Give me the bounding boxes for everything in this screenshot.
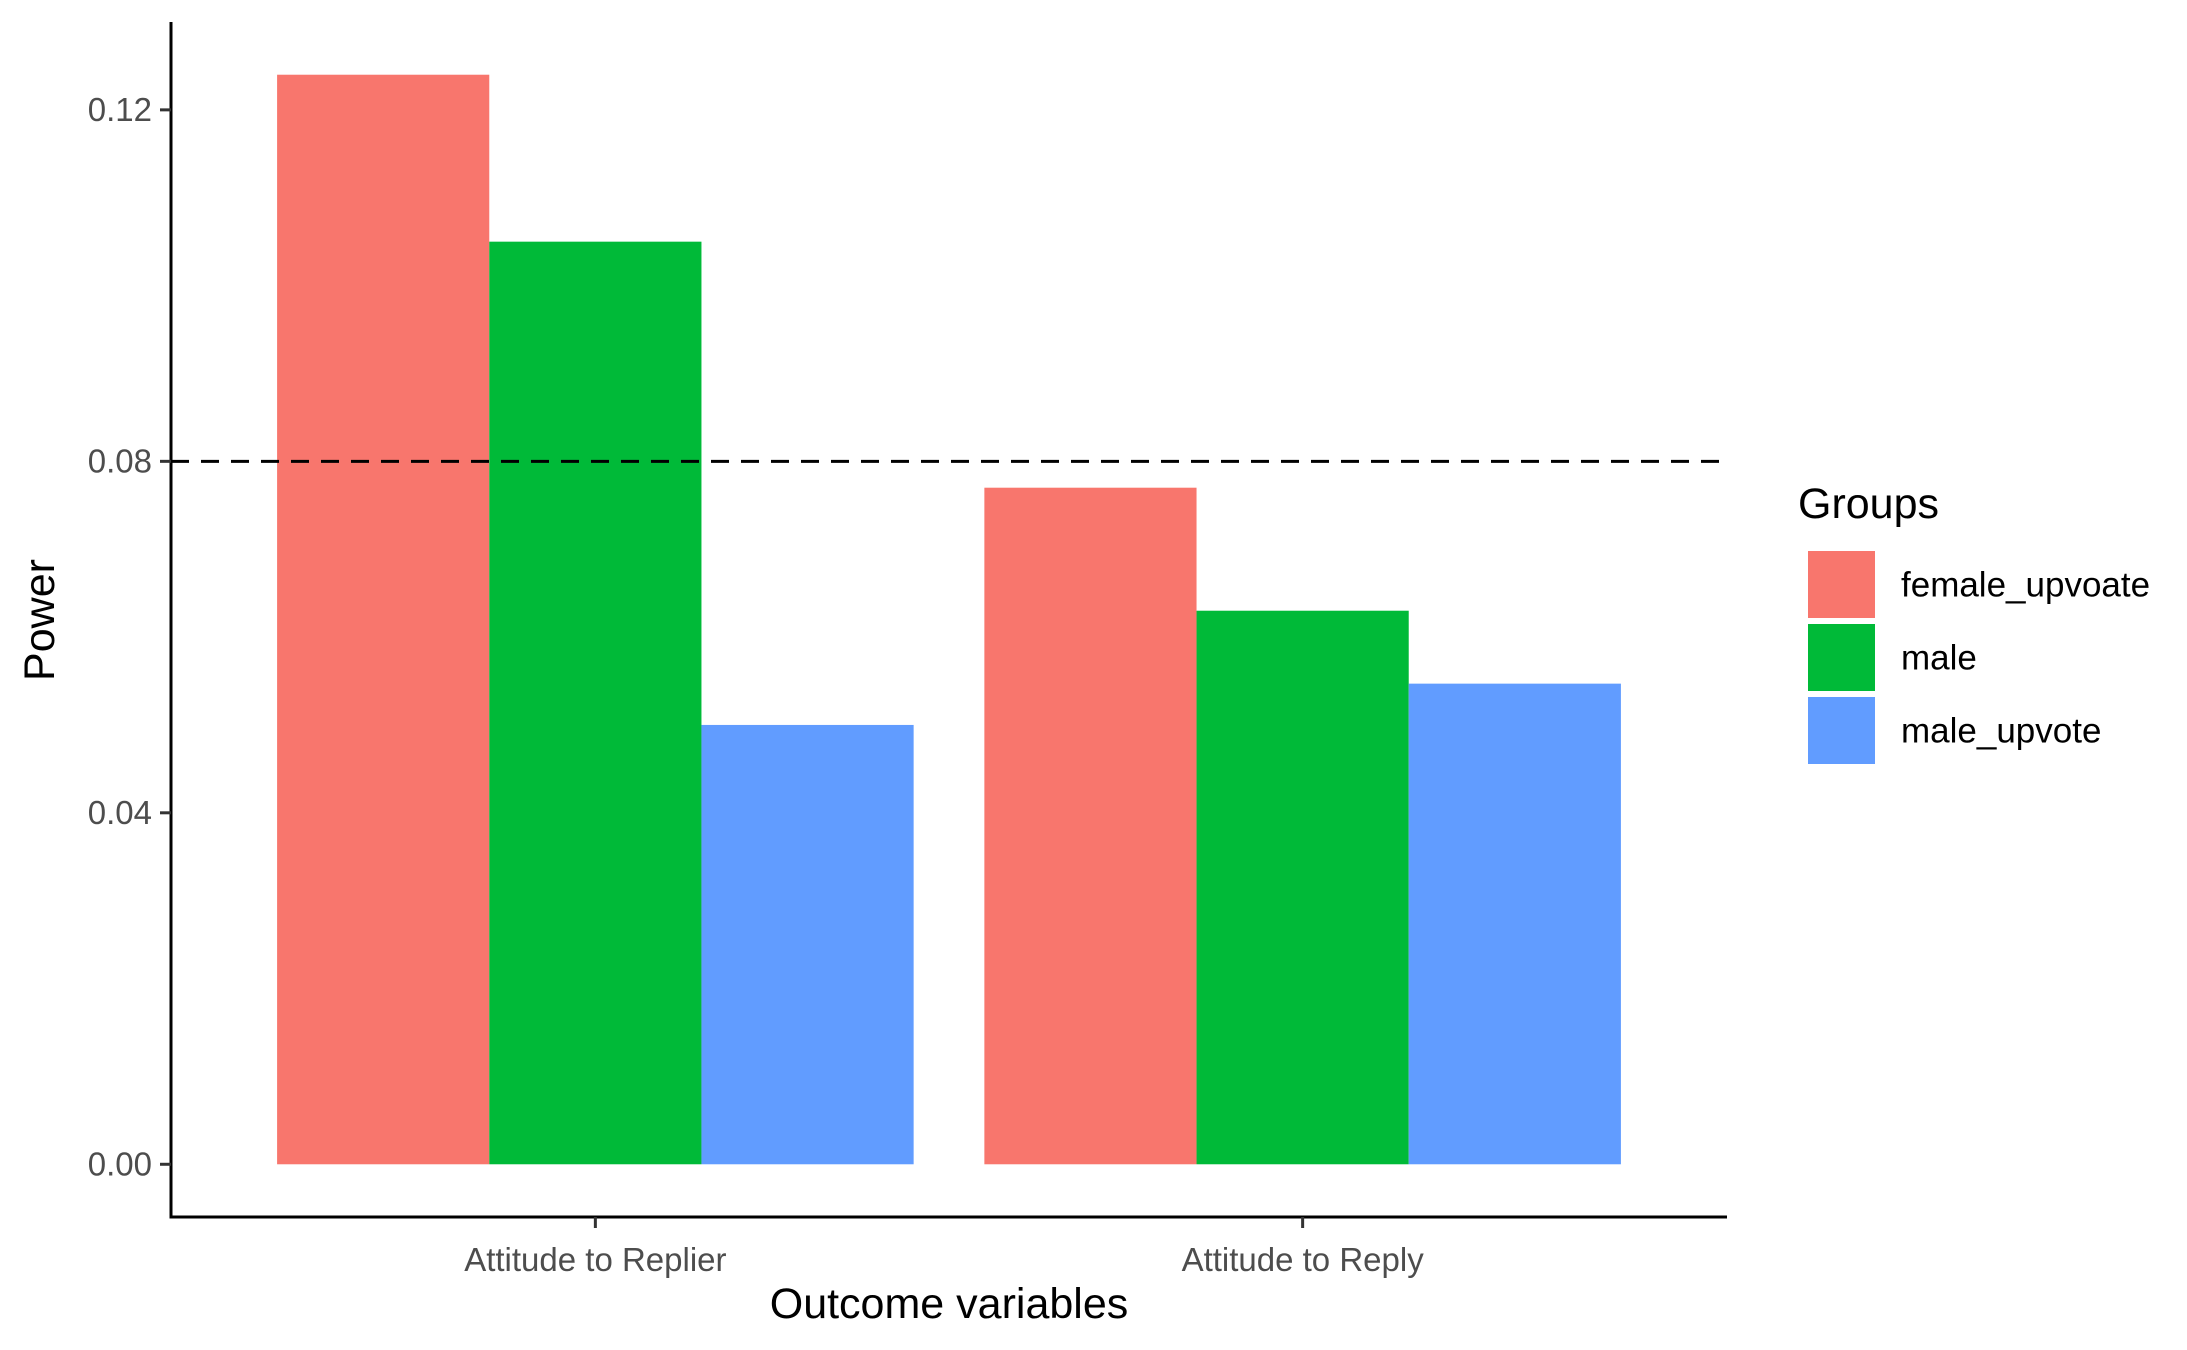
- bars-layer: [277, 74, 1621, 1165]
- bar-1-male_upvote: [701, 724, 914, 1165]
- y-tick-label: 0.12: [88, 91, 152, 128]
- bar-1-male: [489, 241, 702, 1165]
- legend-title: Groups: [1798, 480, 1939, 528]
- legend-label-male_upvote: male_upvote: [1901, 712, 2101, 751]
- y-tick-label: 0.04: [88, 794, 152, 831]
- y-axis-title: Power: [16, 559, 64, 681]
- legend-label-female_upvoate: female_upvoate: [1901, 566, 2150, 605]
- legend-label-male: male: [1901, 639, 1977, 678]
- bar-2-male: [1196, 610, 1409, 1165]
- y-tick-label: 0.00: [88, 1145, 152, 1182]
- x-tick-label: Attitude to Reply: [1182, 1241, 1425, 1278]
- legend-key-female_upvoate: [1808, 551, 1875, 618]
- y-tick-label: 0.08: [88, 442, 152, 479]
- bar-2-female_upvoate: [984, 487, 1197, 1165]
- bar-2-male_upvote: [1408, 683, 1621, 1165]
- legend-key-male_upvote: [1808, 697, 1875, 764]
- x-axis-title: Outcome variables: [770, 1280, 1129, 1328]
- bar-1-female_upvoate: [277, 74, 490, 1165]
- y-axis-ticks: 0.00 0.04 0.08 0.12: [88, 91, 171, 1182]
- x-tick-label: Attitude to Replier: [464, 1241, 726, 1278]
- x-axis-ticks: Attitude to Replier Attitude to Reply: [464, 1217, 1424, 1278]
- legend-key-male: [1808, 624, 1875, 691]
